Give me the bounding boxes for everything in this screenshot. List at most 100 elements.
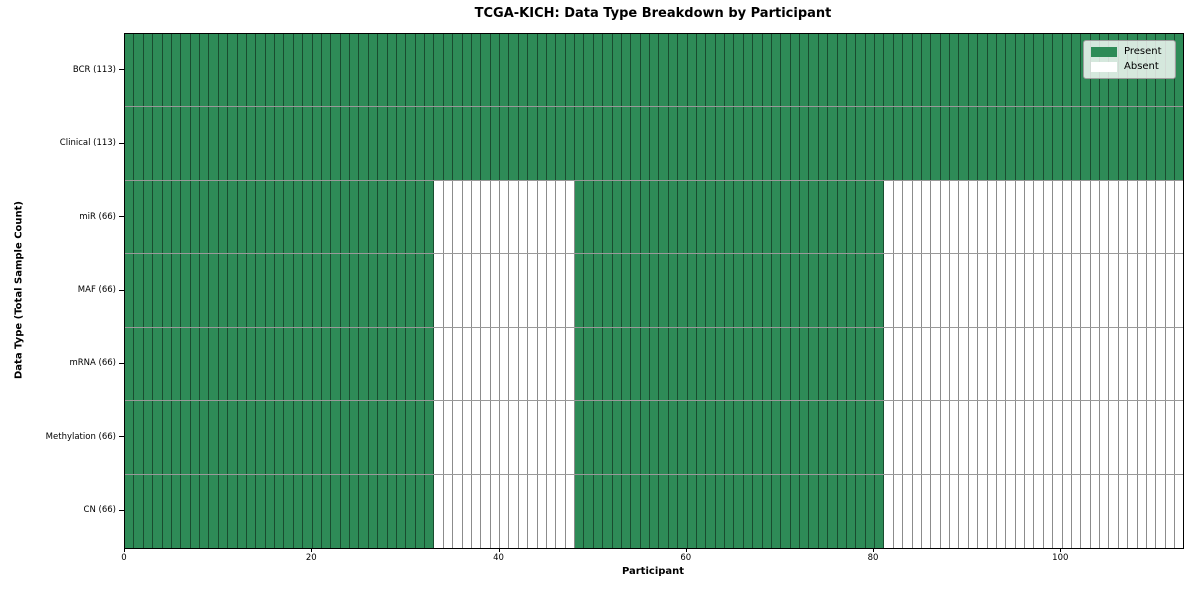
heatmap-cell — [1025, 107, 1035, 180]
heatmap-cell — [940, 107, 950, 180]
heatmap-cell — [593, 401, 604, 474]
heatmap-cell — [912, 34, 922, 107]
heatmap-cell — [171, 474, 182, 548]
heatmap-cell — [668, 34, 679, 107]
heatmap-cell — [256, 474, 266, 548]
heatmap-cell — [809, 34, 819, 107]
heatmap-cell — [875, 474, 885, 548]
heatmap-cell — [209, 401, 219, 474]
heatmap-cell — [865, 401, 875, 474]
heatmap-cell — [687, 34, 697, 107]
heatmap-row-mRNA — [125, 327, 1184, 402]
heatmap-cell — [921, 327, 932, 401]
heatmap-cell — [706, 327, 716, 401]
heatmap-cell — [771, 327, 782, 401]
heatmap-cell — [190, 254, 200, 327]
heatmap-cell — [546, 107, 557, 180]
heatmap-cell — [218, 107, 229, 180]
heatmap-cell — [481, 401, 491, 474]
heatmap-cell — [612, 254, 622, 327]
heatmap-cell — [781, 401, 791, 474]
heatmap-cell — [687, 254, 697, 327]
heatmap-cell — [1156, 180, 1166, 254]
xtick-mark — [873, 548, 875, 552]
heatmap-cell — [687, 401, 697, 474]
heatmap-cell — [678, 107, 688, 180]
heatmap-cell — [556, 474, 566, 548]
heatmap-cell — [153, 474, 163, 548]
heatmap-cell — [800, 107, 810, 180]
heatmap-cell — [593, 34, 604, 107]
heatmap-cell — [1165, 401, 1175, 474]
heatmap-cell — [434, 34, 444, 107]
heatmap-cell — [837, 180, 847, 254]
heatmap-cell — [237, 180, 247, 254]
ytick-mark — [119, 509, 124, 511]
heatmap-cell — [668, 474, 679, 548]
legend-label: Absent — [1124, 61, 1159, 72]
legend-entry-present: Present — [1091, 47, 1168, 57]
legend-swatch-present — [1091, 47, 1117, 57]
heatmap-cell — [453, 474, 463, 548]
heatmap-cell — [153, 327, 163, 401]
heatmap-cell — [668, 107, 679, 180]
heatmap-cell — [359, 107, 369, 180]
heatmap-cell — [921, 34, 932, 107]
ytick-label-CN: CN (66) — [83, 505, 116, 516]
heatmap-cell — [1081, 107, 1091, 180]
heatmap-cell — [134, 180, 144, 254]
heatmap-cell — [228, 107, 238, 180]
heatmap-cell — [987, 401, 997, 474]
xtick-label-0: 0 — [121, 553, 127, 563]
heatmap-cell — [771, 180, 782, 254]
ytick-mark — [119, 289, 124, 291]
heatmap-cell — [143, 327, 154, 401]
heatmap-cell — [406, 327, 416, 401]
heatmap-cell — [1034, 254, 1044, 327]
heatmap-cell — [518, 474, 529, 548]
heatmap-cell — [818, 34, 829, 107]
heatmap-cell — [565, 34, 575, 107]
heatmap-cell — [1015, 474, 1025, 548]
heatmap-cell — [1053, 34, 1063, 107]
heatmap-cell — [687, 180, 697, 254]
heatmap-cell — [1165, 474, 1175, 548]
heatmap-cell — [303, 254, 313, 327]
heatmap-cell — [659, 254, 669, 327]
heatmap-cell — [387, 401, 397, 474]
heatmap-cell — [331, 107, 341, 180]
heatmap-cell — [228, 401, 238, 474]
heatmap-cell — [143, 34, 154, 107]
heatmap-cell — [659, 474, 669, 548]
heatmap-cell — [537, 180, 547, 254]
xtick-label-40: 40 — [493, 553, 504, 563]
heatmap-cell — [481, 107, 491, 180]
xtick-mark — [311, 548, 313, 552]
heatmap-cell — [171, 34, 182, 107]
heatmap-cell — [1128, 474, 1138, 548]
heatmap-cell — [762, 107, 772, 180]
heatmap-cell — [481, 474, 491, 548]
heatmap-cell — [790, 107, 800, 180]
heatmap-cell — [1137, 180, 1147, 254]
heatmap-cell — [537, 254, 547, 327]
heatmap-cell — [753, 180, 763, 254]
heatmap-cell — [256, 180, 266, 254]
heatmap-cell — [743, 474, 754, 548]
heatmap-cell — [1118, 180, 1129, 254]
heatmap-cell — [1071, 180, 1082, 254]
heatmap-cell — [1109, 401, 1119, 474]
ytick-label-Clinical: Clinical (113) — [59, 138, 116, 149]
heatmap-cell — [931, 180, 941, 254]
heatmap-cell — [912, 401, 922, 474]
heatmap-cell — [396, 401, 407, 474]
heatmap-cell — [237, 474, 247, 548]
heatmap-cell — [453, 107, 463, 180]
heatmap-cell — [959, 107, 969, 180]
heatmap-cell — [884, 474, 894, 548]
heatmap-cell — [481, 327, 491, 401]
heatmap-cell — [471, 34, 482, 107]
heatmap-cell — [1109, 107, 1119, 180]
heatmap-cell — [1025, 34, 1035, 107]
heatmap-cell — [1071, 254, 1082, 327]
